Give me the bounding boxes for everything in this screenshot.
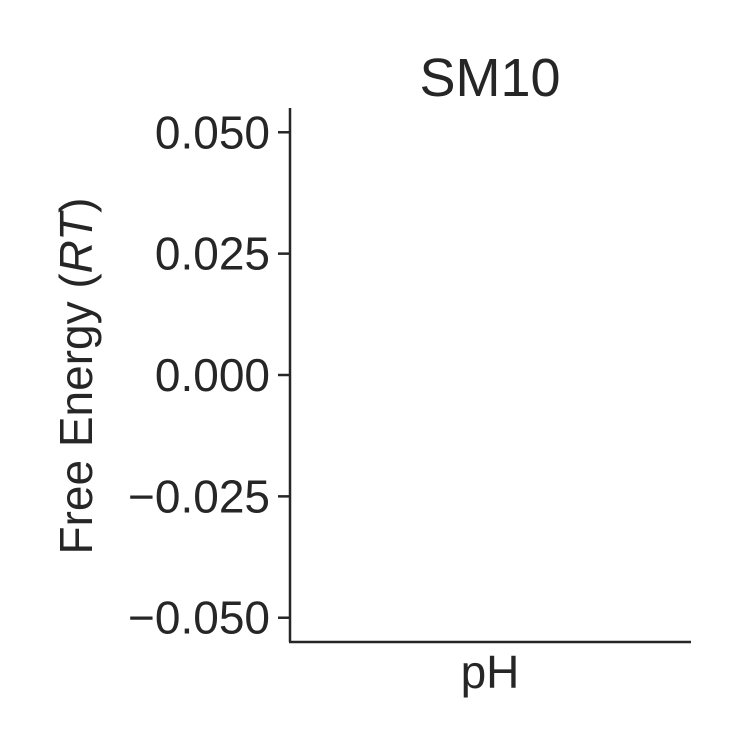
y-axis-ticks: 0.050 0.025 0.000 −0.025 −0.050 — [128, 106, 290, 644]
y-tick-label: 0.025 — [155, 228, 270, 280]
y-axis-label-prefix: Free Energy ( — [50, 273, 102, 555]
y-axis-label-italic: RT — [50, 210, 102, 273]
y-axis-label: Free Energy (RT) — [50, 197, 102, 554]
y-tick-label: −0.050 — [128, 592, 270, 644]
y-axis-label-suffix: ) — [50, 197, 102, 212]
chart-title: SM10 — [419, 48, 560, 108]
y-tick-label: −0.025 — [128, 470, 270, 522]
y-tick-label: 0.000 — [155, 349, 270, 401]
y-tick-label: 0.050 — [155, 106, 270, 158]
x-axis-label: pH — [461, 646, 520, 698]
